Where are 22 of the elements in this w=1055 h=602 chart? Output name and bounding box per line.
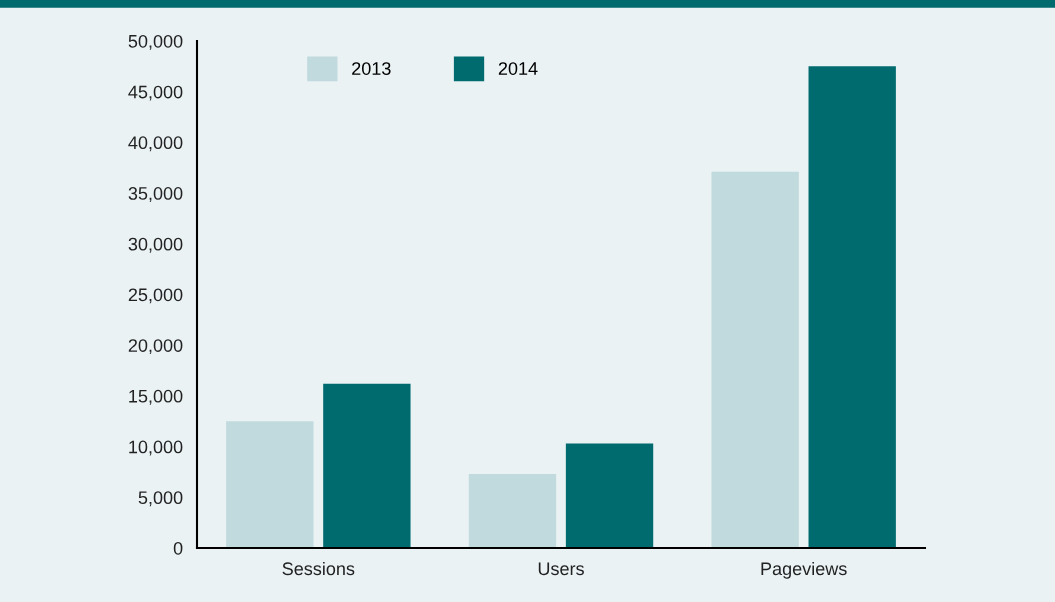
bar bbox=[808, 66, 896, 548]
y-tick-label: 45,000 bbox=[128, 85, 183, 101]
x-tick-label: Sessions bbox=[282, 561, 355, 576]
bar bbox=[565, 443, 654, 548]
legend-label: 2014 bbox=[498, 62, 538, 75]
y-tick-label: 35,000 bbox=[128, 187, 183, 202]
y-tick-label: 40,000 bbox=[128, 136, 183, 152]
y-tick-label: 20,000 bbox=[128, 339, 183, 355]
y-tick-label: 30,000 bbox=[128, 237, 183, 253]
y-tick-label: 5,000 bbox=[138, 491, 183, 507]
y-tick-label: 50,000 bbox=[128, 34, 183, 50]
x-tick-label: Users bbox=[538, 562, 584, 576]
legend-label: 2013 bbox=[352, 62, 391, 75]
x-tick-label: Pageviews bbox=[761, 561, 847, 579]
bar bbox=[468, 473, 557, 548]
y-tick-label: 0 bbox=[173, 541, 183, 555]
y-tick-label: 10,000 bbox=[129, 440, 183, 456]
bar bbox=[226, 421, 314, 548]
bar bbox=[711, 171, 799, 548]
bar bbox=[323, 383, 411, 548]
y-tick-label: 15,000 bbox=[129, 389, 183, 405]
y-tick-label: 25,000 bbox=[128, 288, 183, 304]
